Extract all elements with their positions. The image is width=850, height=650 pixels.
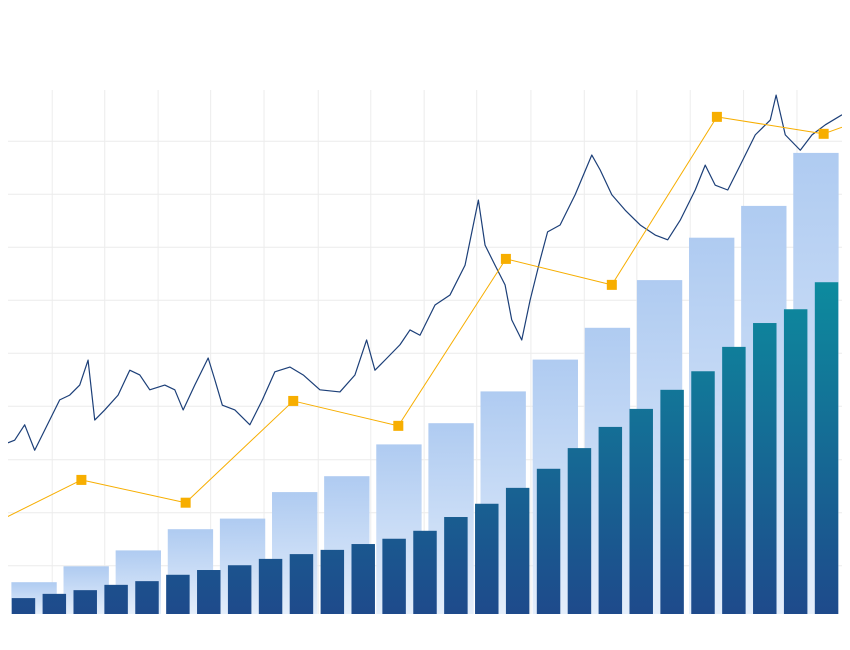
line-marker bbox=[76, 474, 87, 485]
plot-area bbox=[8, 94, 842, 517]
bar bbox=[598, 426, 623, 614]
bar bbox=[42, 593, 67, 614]
line-marker bbox=[818, 128, 829, 139]
bar bbox=[289, 554, 314, 614]
bar bbox=[536, 468, 561, 614]
bar bbox=[382, 538, 406, 614]
bar bbox=[783, 309, 808, 614]
bar bbox=[351, 544, 375, 614]
bar bbox=[227, 565, 252, 614]
bar bbox=[258, 558, 283, 614]
line bbox=[8, 94, 842, 451]
bar bbox=[660, 389, 684, 614]
bar bbox=[166, 574, 190, 614]
line-marker bbox=[606, 279, 617, 290]
bar bbox=[475, 503, 499, 614]
line-marker bbox=[180, 497, 191, 508]
line-marker bbox=[393, 420, 404, 431]
line bbox=[8, 116, 842, 517]
bar bbox=[73, 590, 97, 614]
bar bbox=[629, 408, 653, 614]
bar bbox=[722, 346, 746, 614]
bar bbox=[11, 598, 36, 614]
line-marker bbox=[288, 395, 299, 406]
bar bbox=[444, 517, 468, 614]
bar bbox=[505, 487, 530, 614]
bar bbox=[691, 371, 715, 614]
line-marker bbox=[711, 111, 722, 122]
bar bbox=[753, 323, 777, 614]
bar bbox=[135, 581, 159, 614]
bar bbox=[413, 530, 437, 614]
bar bbox=[320, 549, 345, 614]
bar bbox=[814, 282, 839, 614]
bar bbox=[197, 570, 221, 614]
bar bbox=[104, 584, 128, 614]
line-marker bbox=[500, 253, 511, 264]
bar bbox=[567, 448, 592, 614]
